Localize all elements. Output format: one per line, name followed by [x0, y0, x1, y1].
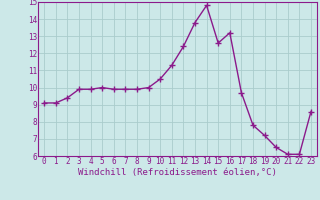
X-axis label: Windchill (Refroidissement éolien,°C): Windchill (Refroidissement éolien,°C) — [78, 168, 277, 177]
